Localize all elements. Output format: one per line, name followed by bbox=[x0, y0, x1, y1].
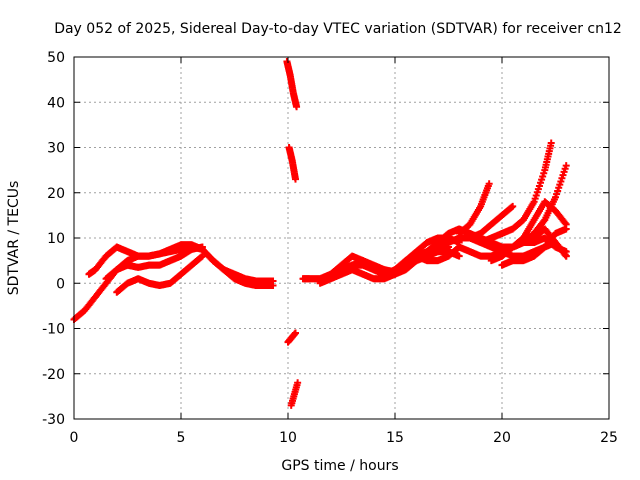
x-tick-label: 25 bbox=[600, 430, 618, 446]
series-track-h bbox=[284, 329, 299, 346]
data-point bbox=[294, 379, 302, 387]
x-tick-label: 0 bbox=[70, 430, 79, 446]
data-point bbox=[455, 252, 463, 260]
y-tick-label: 50 bbox=[47, 50, 65, 66]
data-point bbox=[291, 329, 299, 337]
x-tick-label: 5 bbox=[177, 430, 186, 446]
y-axis-label: SDTVAR / TECUs bbox=[6, 181, 22, 296]
y-tick-label: -30 bbox=[42, 412, 65, 428]
y-tick-label: 20 bbox=[47, 186, 65, 202]
data-points bbox=[70, 58, 570, 409]
chart-title: Day 052 of 2025, Sidereal Day-to-day VTE… bbox=[54, 21, 622, 37]
series-track-q bbox=[477, 139, 555, 247]
series-track-c bbox=[102, 243, 206, 283]
data-point bbox=[198, 252, 206, 260]
series-track-d bbox=[113, 252, 206, 296]
series-track-g bbox=[287, 379, 302, 409]
data-point bbox=[562, 162, 570, 170]
data-point bbox=[509, 202, 517, 210]
series-track-f bbox=[285, 144, 299, 183]
y-tick-label: 30 bbox=[47, 141, 65, 157]
y-tick-label: 10 bbox=[47, 231, 65, 247]
series-track-s bbox=[498, 198, 570, 260]
x-tick-label: 15 bbox=[386, 430, 404, 446]
data-point bbox=[547, 139, 555, 147]
y-tick-label: 0 bbox=[56, 276, 65, 292]
data-point bbox=[485, 180, 493, 188]
series-track-e bbox=[283, 58, 301, 111]
data-point bbox=[291, 175, 299, 183]
x-tick-label: 20 bbox=[493, 430, 511, 446]
data-point bbox=[269, 282, 277, 290]
x-tick-label: 10 bbox=[279, 430, 297, 446]
axis-ticks: 0 5 10 15 20 25 -30 -20 -10 0 10 20 30 40 50 bbox=[42, 50, 618, 446]
y-tick-label: -10 bbox=[42, 322, 65, 338]
series-track-u bbox=[498, 225, 570, 269]
data-point bbox=[562, 225, 570, 233]
y-tick-label: -20 bbox=[42, 367, 65, 383]
data-point bbox=[198, 243, 206, 251]
series-track-p bbox=[455, 180, 493, 237]
series-track-b bbox=[85, 243, 277, 290]
data-point bbox=[293, 103, 301, 111]
y-tick-label: 40 bbox=[47, 95, 65, 111]
data-point bbox=[562, 252, 570, 260]
series-track-t bbox=[466, 202, 517, 242]
x-axis-label: GPS time / hours bbox=[281, 458, 398, 474]
